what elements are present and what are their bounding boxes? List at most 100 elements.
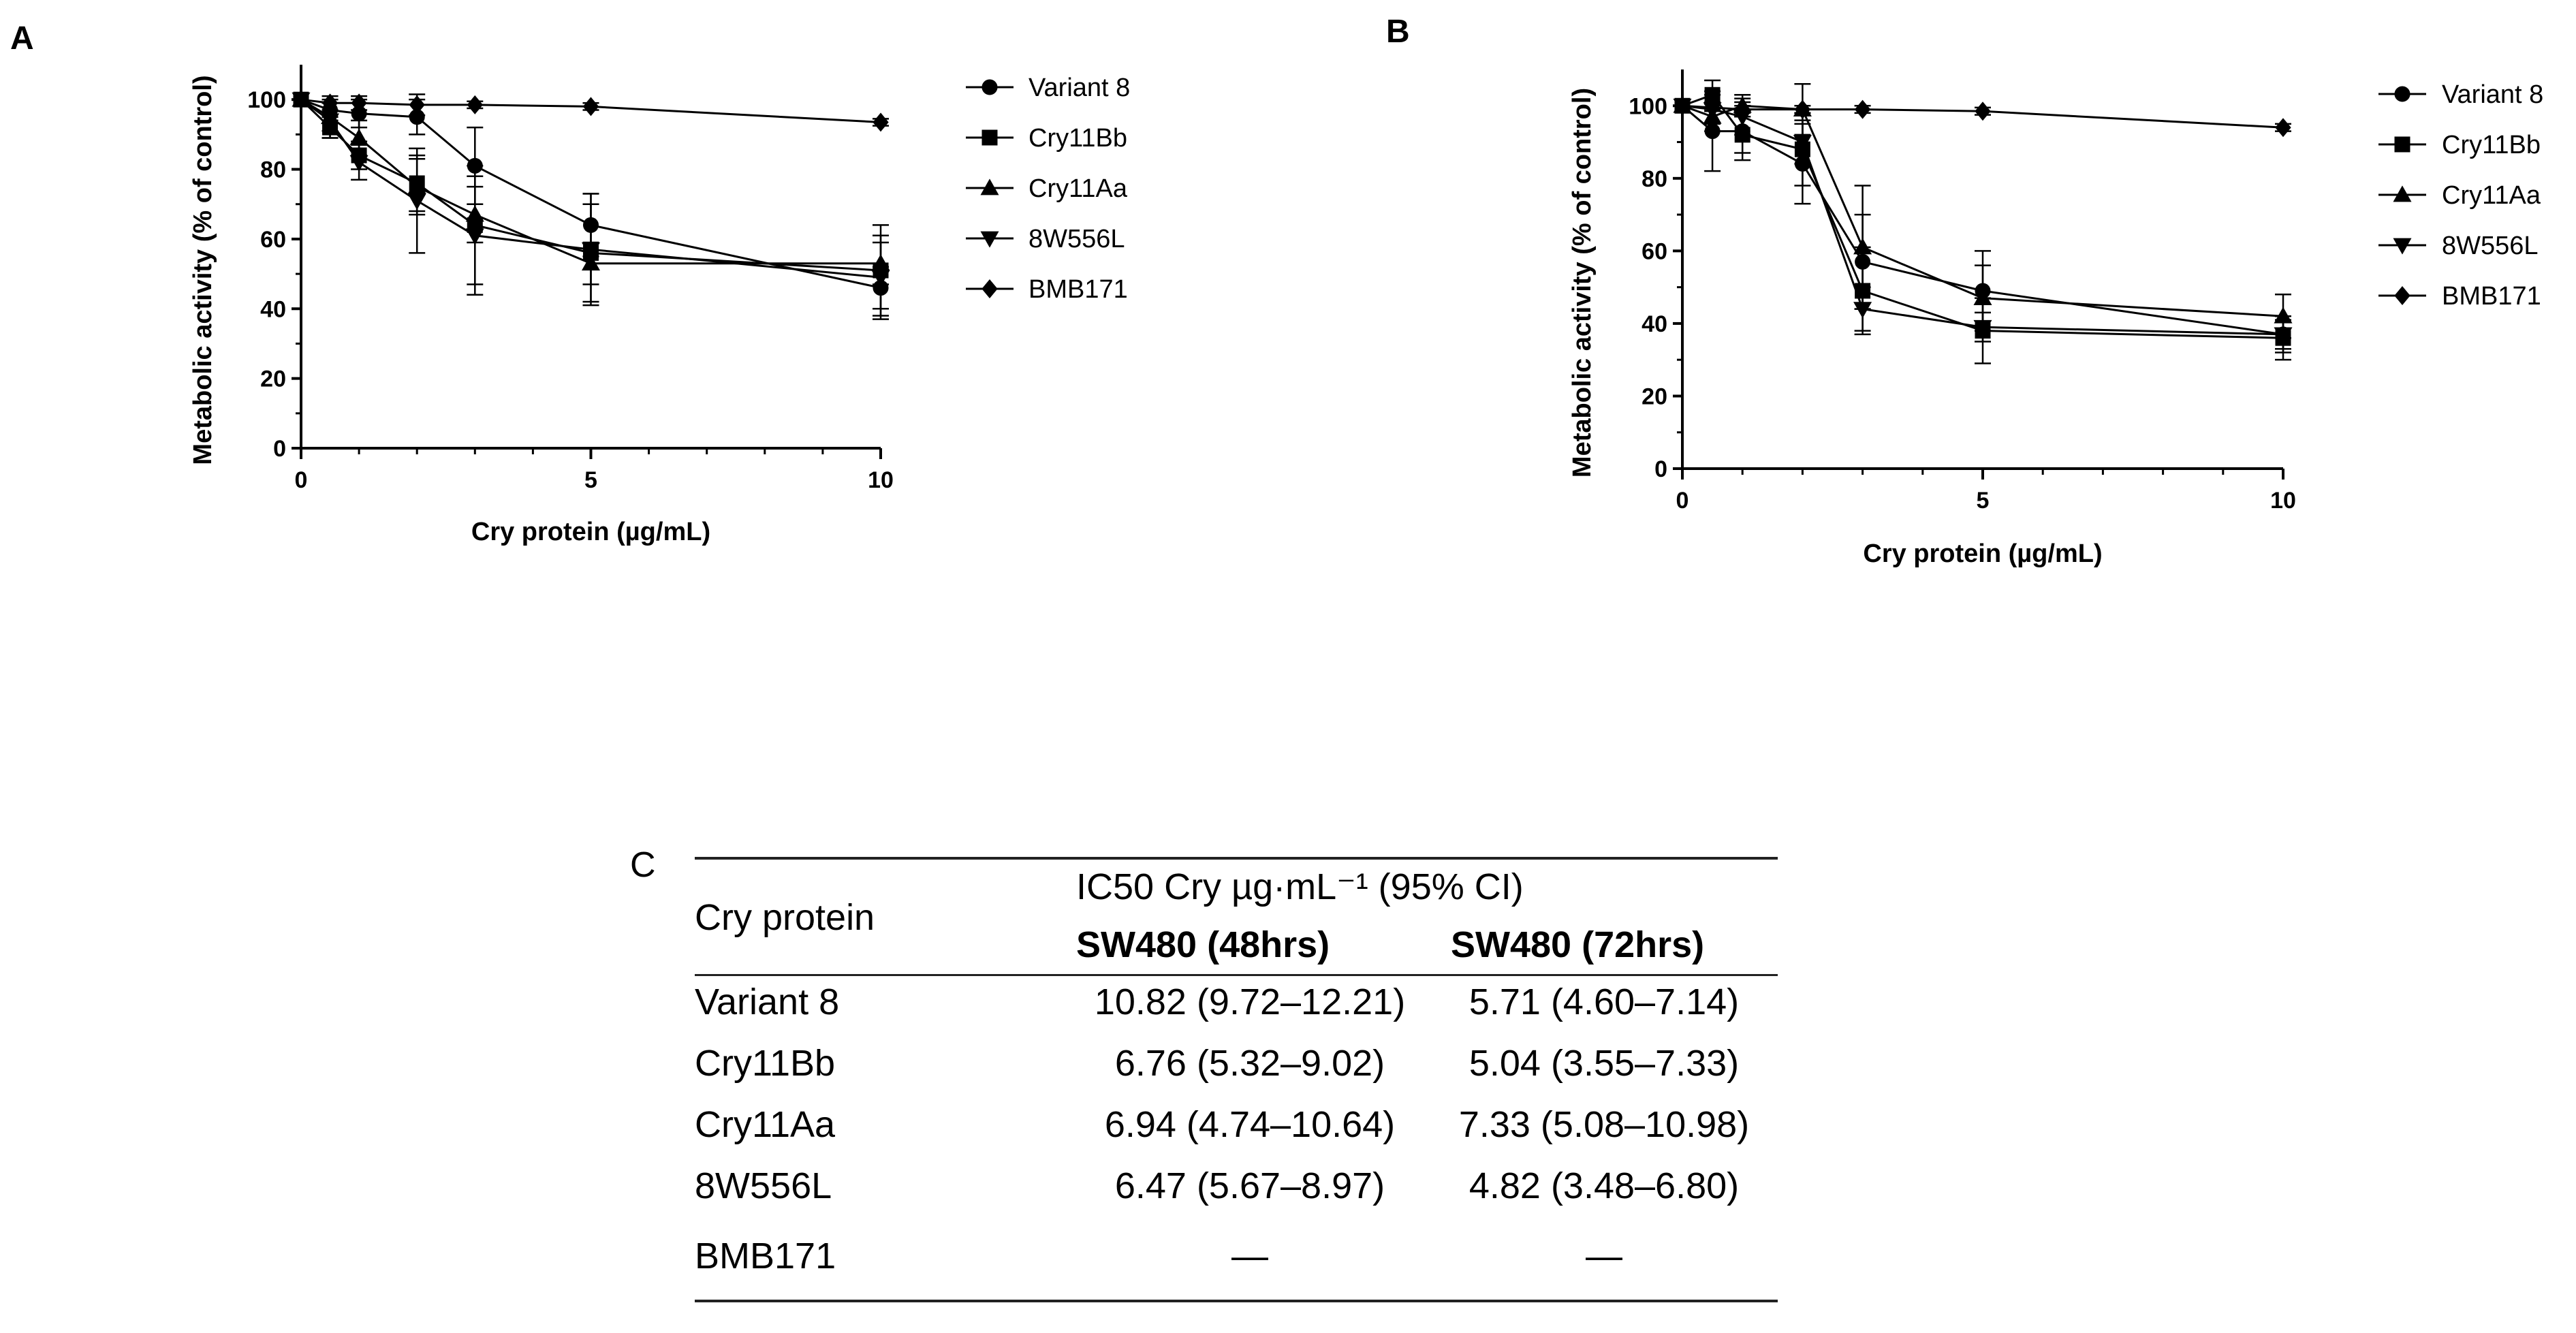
legend-entry: Variant 8 (966, 74, 1130, 102)
legend-entry: Cry11Bb (966, 124, 1127, 153)
legend-label: BMB171 (1028, 275, 1128, 304)
data-point (581, 242, 601, 259)
legend-marker (2394, 136, 2410, 153)
data-point (1674, 96, 1691, 116)
cell-ic50-48h: 10.82 (9.72–12.21) (1094, 982, 1406, 1022)
legend-marker (981, 79, 998, 95)
y-axis-title: Metabolic activity (% of control) (189, 75, 217, 465)
series-8w556l (292, 92, 890, 320)
data-point (1854, 99, 1871, 119)
chart-panel-a: A 0 20 40 60 80 100 0 5 10 Cry protein (µg/mL) Meta… (10, 20, 1130, 546)
legend-label: BMB171 (2442, 282, 2541, 311)
legend-label: Variant 8 (2442, 80, 2543, 109)
cell-ic50-48h: 6.76 (5.32–9.02) (1114, 1043, 1385, 1084)
legend-marker (2393, 185, 2412, 202)
x-axis-title: Cry protein (µg/mL) (471, 518, 710, 546)
data-point (321, 93, 339, 113)
cell-ic50-72h: 5.71 (4.60–7.14) (1468, 982, 1740, 1022)
panel-label: A (10, 20, 34, 57)
data-point (349, 155, 368, 172)
y-tick-label: 60 (1642, 238, 1667, 264)
data-point (1734, 99, 1750, 119)
data-point (582, 97, 599, 116)
series-bmb171 (1674, 96, 2291, 138)
legend-entry: 8W556L (2378, 232, 2539, 260)
x-axis-title: Cry protein (µg/mL) (1863, 539, 2102, 568)
data-point (407, 193, 426, 210)
series-bmb171 (293, 90, 889, 132)
data-point (1794, 99, 1811, 119)
cell-protein: Cry11Aa (695, 1104, 836, 1145)
legend-label: Cry11Bb (1028, 124, 1127, 153)
data-point (409, 95, 425, 114)
legend-label: Cry11Aa (2442, 181, 2541, 210)
data-point (465, 228, 484, 245)
y-tick-label: 100 (247, 87, 286, 113)
data-point (1704, 97, 1721, 117)
data-point (1793, 135, 1812, 152)
legend-entry: Cry11Aa (2378, 181, 2541, 210)
data-point (1973, 288, 1992, 306)
y-tick-label: 40 (260, 296, 286, 322)
table-header-rule (695, 974, 1778, 976)
legend-marker (981, 279, 998, 298)
data-point (2275, 118, 2291, 138)
cell-protein: BMB171 (695, 1236, 836, 1276)
x-tick-label: 5 (584, 467, 597, 493)
cell-ic50-72h: 4.82 (3.48–6.80) (1468, 1165, 1740, 1206)
y-tick-label: 80 (260, 157, 286, 183)
legend-marker (2394, 86, 2410, 102)
y-axis-title: Metabolic activity (% of control) (1568, 88, 1597, 477)
legend-label: Cry11Aa (1028, 174, 1128, 203)
data-point (293, 90, 309, 110)
legend-entry: 8W556L (966, 225, 1125, 253)
y-tick-label: 100 (1629, 93, 1667, 119)
panel-label: B (1386, 14, 1410, 50)
table-bottom-rule (695, 1300, 1778, 1302)
group-header-ic50: IC50 Cry µg·mL⁻¹ (95% CI) (1076, 866, 1524, 907)
x-tick-label: 0 (1676, 488, 1689, 514)
data-point (321, 113, 340, 130)
legend-marker (980, 178, 999, 195)
data-point (871, 270, 890, 287)
cell-protein: 8W556L (695, 1165, 832, 1206)
x-tick-label: 10 (868, 467, 894, 493)
legend-marker (980, 231, 999, 248)
y-tick-label: 80 (1642, 166, 1667, 192)
legend-entry: BMB171 (2378, 282, 2541, 311)
data-point (1975, 101, 1991, 121)
data-point (349, 128, 368, 145)
cell-ic50-72h: 7.33 (5.08–10.98) (1458, 1104, 1750, 1145)
data-point (1853, 238, 1872, 255)
y-tick-label: 0 (1654, 456, 1667, 482)
col-header-protein: Cry protein (695, 897, 875, 938)
panel-label-c: C (630, 845, 656, 885)
chart-panel-b: B 0 20 40 60 80 100 0 5 10 Cry protein (µg/mL) Meta… (1386, 14, 2543, 568)
data-point (873, 112, 889, 132)
legend-label: 8W556L (1028, 225, 1125, 253)
table-top-rule (695, 857, 1778, 860)
y-tick-label: 20 (1642, 383, 1667, 409)
y-tick-label: 40 (1642, 311, 1667, 337)
legend-marker (2393, 238, 2412, 255)
legend-entry: Cry11Aa (966, 174, 1128, 203)
legend-entry: Variant 8 (2378, 80, 2543, 109)
data-point (1973, 319, 1992, 336)
x-tick-label: 10 (2270, 488, 2296, 514)
cell-ic50-48h: — (1231, 1236, 1268, 1276)
y-tick-label: 0 (273, 436, 286, 462)
y-tick-label: 20 (260, 366, 286, 392)
legend-label: Variant 8 (1028, 74, 1130, 102)
legend-label: 8W556L (2442, 232, 2539, 260)
cell-ic50-48h: 6.94 (4.74–10.64) (1104, 1104, 1396, 1145)
legend-entry: Cry11Bb (2378, 131, 2541, 159)
y-tick-label: 60 (260, 227, 286, 253)
legend-marker (981, 129, 998, 146)
legend-entry: BMB171 (966, 275, 1128, 304)
data-point (467, 95, 483, 114)
x-tick-label: 0 (295, 467, 308, 493)
data-point (2274, 327, 2293, 344)
legend-label: Cry11Bb (2442, 131, 2541, 159)
ic50-table: C Cry protein IC50 Cry µg·mL⁻¹ (95% CI) … (630, 845, 1785, 1321)
legend-marker (2394, 286, 2410, 305)
